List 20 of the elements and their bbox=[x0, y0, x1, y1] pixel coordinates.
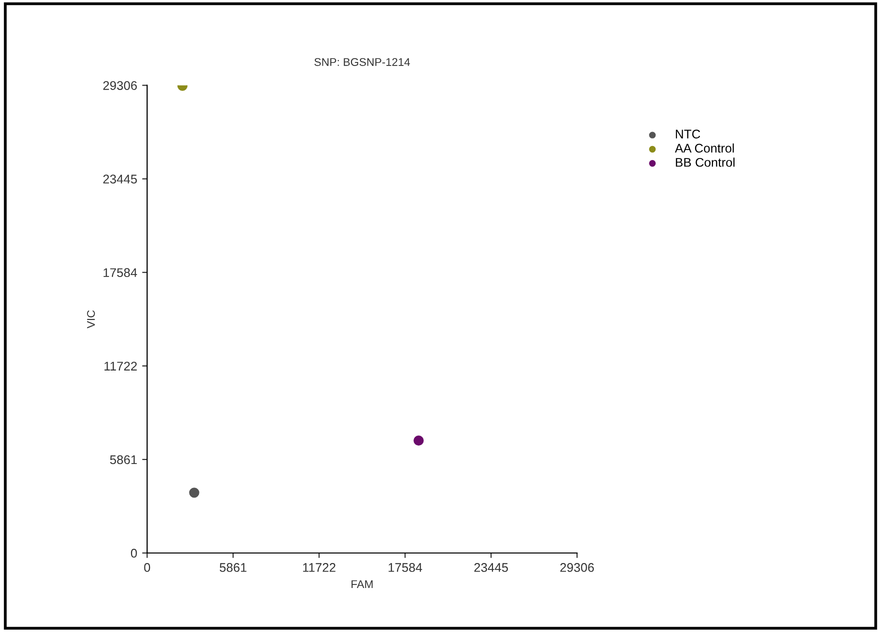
point bbox=[189, 488, 200, 498]
legend-label: NTC bbox=[676, 130, 700, 138]
legend-label: AA Control bbox=[674, 143, 734, 153]
y-tick-label: 29306 bbox=[103, 81, 137, 90]
y-tick-label: 17584 bbox=[104, 268, 138, 278]
x-tick-label: 11722 bbox=[303, 563, 336, 572]
x-tick-label: 0 bbox=[144, 563, 150, 572]
y-tick-label: 0 bbox=[130, 548, 137, 558]
x-tick-label: 17584 bbox=[388, 563, 422, 572]
legend-label: BB Control bbox=[676, 158, 735, 167]
x-axis-title: FAM bbox=[352, 580, 373, 588]
chart-title: SNP: BGSNP-1214 bbox=[314, 58, 410, 66]
x-tick-label: 5861 bbox=[220, 563, 246, 572]
y-tick-label: 5861 bbox=[110, 455, 137, 464]
x-tick-label: 29306 bbox=[560, 563, 594, 572]
y-tick-label: 23445 bbox=[103, 174, 137, 184]
y-axis-title: VIC bbox=[87, 310, 95, 328]
point bbox=[414, 435, 424, 446]
x-tick-label: 23445 bbox=[474, 563, 508, 572]
y-tick-label: 11722 bbox=[104, 362, 137, 370]
